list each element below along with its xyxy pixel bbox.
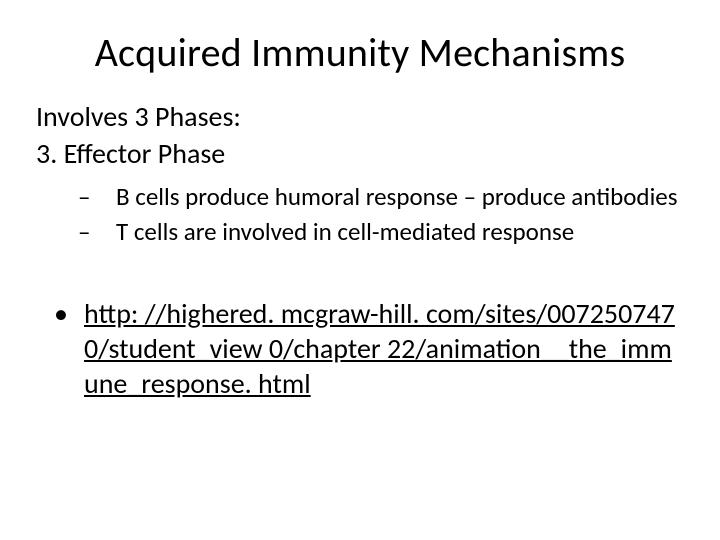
slide-body: Involves 3 Phases: 3. Effector Phase B c…	[36, 99, 684, 401]
slide: Acquired Immunity Mechanisms Involves 3 …	[0, 0, 720, 540]
intro-line-1: Involves 3 Phases:	[36, 99, 684, 134]
intro-line-2: 3. Effector Phase	[36, 136, 684, 171]
dash-bullet-item: B cells produce humoral response – produ…	[36, 181, 684, 212]
dot-bullet-list: http: //highered. mcgraw-hill. com/sites…	[36, 296, 684, 401]
slide-title: Acquired Immunity Mechanisms	[36, 28, 684, 77]
dash-bullet-item: T cells are involved in cell-mediated re…	[36, 216, 684, 247]
dash-bullet-list: B cells produce humoral response – produ…	[36, 181, 684, 248]
dot-bullet-item: http: //highered. mcgraw-hill. com/sites…	[36, 296, 684, 401]
hyperlink[interactable]: http: //highered. mcgraw-hill. com/sites…	[84, 296, 675, 401]
